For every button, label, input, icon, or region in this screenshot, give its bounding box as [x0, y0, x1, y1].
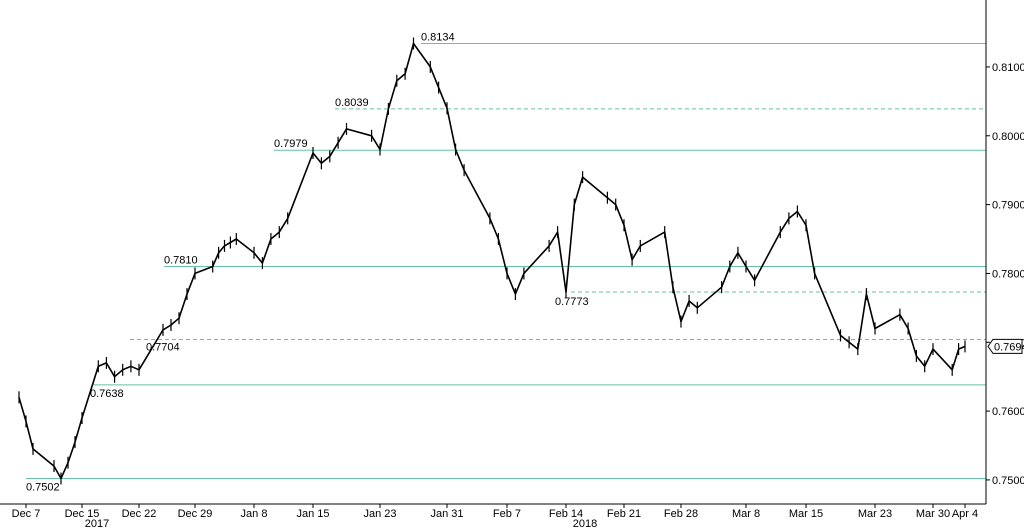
x-tick-label: Feb 21 — [607, 508, 641, 520]
x-tick-label: Apr 4 — [952, 508, 978, 520]
last-value-badge: 0.7694 — [987, 338, 1024, 354]
y-tick-label: 0.7600 — [992, 406, 1024, 418]
x-tick-label: Dec 15 — [65, 508, 100, 520]
x-tick-label: Dec 7 — [12, 508, 41, 520]
year-label-2018: 2018 — [573, 518, 597, 528]
y-tick-label: 0.7500 — [992, 475, 1024, 487]
x-tick-label: Dec 22 — [122, 508, 157, 520]
y-tick-label: 0.7900 — [992, 200, 1024, 212]
level-label-0.8134: 0.8134 — [421, 32, 455, 44]
level-lines — [26, 43, 986, 480]
year-label-2017: 2017 — [85, 518, 109, 528]
x-tick-label: Jan 31 — [430, 508, 463, 520]
y-tick-label: 0.8100 — [992, 62, 1024, 74]
level-label-0.7810: 0.7810 — [164, 255, 198, 267]
price-series — [18, 37, 966, 485]
level-label-0.7773: 0.7773 — [555, 296, 589, 308]
x-tick-label: Dec 29 — [178, 508, 213, 520]
last-value-label: 0.7694 — [994, 341, 1024, 353]
x-tick-label: Jan 8 — [241, 508, 268, 520]
level-label-0.8039: 0.8039 — [335, 97, 369, 109]
x-tick-label: Mar 30 — [916, 508, 950, 520]
x-tick-label: Mar 23 — [858, 508, 892, 520]
level-label-0.7638: 0.7638 — [90, 388, 124, 400]
level-label-0.7502: 0.7502 — [26, 482, 60, 494]
y-tick-label: 0.8000 — [992, 131, 1024, 143]
series-line — [18, 42, 966, 480]
last-value-box — [987, 338, 1023, 354]
x-tick-label: Feb 28 — [664, 508, 698, 520]
x-tick-label: Jan 15 — [296, 508, 329, 520]
x-tick-label: Feb 14 — [549, 508, 583, 520]
x-tick-label: Jan 23 — [363, 508, 396, 520]
x-tick-label: Mar 8 — [732, 508, 760, 520]
x-tick-label: Feb 7 — [493, 508, 521, 520]
x-tick-label: Mar 15 — [789, 508, 823, 520]
level-label-0.7704: 0.7704 — [146, 342, 180, 354]
level-labels: 0.8134 0.8039 0.7979 0.7810 0.7773 0.7704 0.76… — [26, 32, 589, 494]
y-tick-label: 0.7800 — [992, 268, 1024, 280]
level-label-0.7979: 0.7979 — [274, 138, 308, 150]
